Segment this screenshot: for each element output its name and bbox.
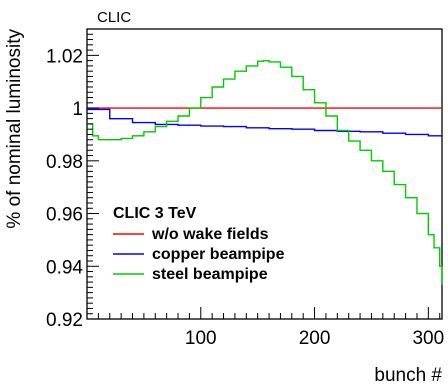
- y-tick-label: 0.96: [46, 205, 83, 226]
- chart-top-label: CLIC: [97, 9, 131, 26]
- y-tick-label: 1.02: [46, 46, 83, 67]
- y-axis-label: % of nominal luminosity: [4, 29, 25, 229]
- y-ticks: 0.92 0.94 0.96 0.98 1 1.02: [46, 28, 99, 331]
- legend-title: CLIC 3 TeV: [113, 205, 197, 222]
- legend-label-2: copper beampipe: [152, 246, 285, 263]
- x-tick-label: 200: [299, 328, 331, 349]
- y-tick-label: 0.94: [46, 257, 83, 278]
- legend-label-3: steel beampipe: [152, 266, 268, 283]
- x-tick-label: 100: [185, 328, 217, 349]
- plot-frame: [86, 28, 443, 320]
- x-tick-label: 300: [412, 328, 444, 349]
- series-line-2: [87, 108, 443, 138]
- x-axis-label: bunch #: [374, 365, 442, 386]
- legend-label-1: w/o wake fields: [151, 226, 269, 243]
- series-line-3: [87, 59, 443, 285]
- y-tick-label: 0.92: [46, 310, 83, 331]
- series-layer: [87, 59, 443, 285]
- y-tick-label: 1: [72, 99, 83, 120]
- x-ticks: 100 200 300: [97, 307, 444, 349]
- legend: CLIC 3 TeV w/o wake fields copper beampip…: [113, 205, 285, 283]
- y-tick-label: 0.98: [46, 152, 83, 173]
